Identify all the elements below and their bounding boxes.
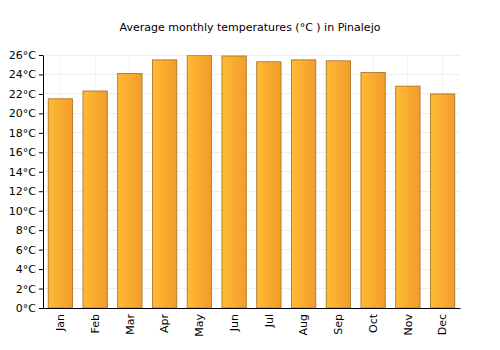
y-tick-mark bbox=[39, 152, 43, 153]
y-tick-label: 16°C bbox=[9, 146, 36, 159]
bar bbox=[222, 56, 246, 308]
x-tick-label: Oct bbox=[367, 313, 380, 333]
bar bbox=[48, 99, 72, 308]
y-tick-label: 4°C bbox=[16, 263, 36, 276]
y-tick: 20°C bbox=[9, 107, 43, 120]
bar bbox=[257, 62, 281, 308]
y-tick: 16°C bbox=[9, 146, 43, 159]
y-tick: 4°C bbox=[16, 263, 43, 276]
y-tick: 24°C bbox=[9, 68, 43, 81]
y-tick-label: 22°C bbox=[9, 88, 36, 101]
y-axis: 0°C 2°C 4°C 6°C 8°C 10°C 12°C 14°C 16°C 18°C 20°C 2… bbox=[9, 49, 44, 315]
x-tick: Jan bbox=[54, 308, 67, 332]
y-tick-label: 0°C bbox=[16, 302, 36, 315]
x-axis: Jan Feb Mar Apr May Jun Jul Aug Sep Oct Nov Dec bbox=[44, 308, 461, 337]
y-tick-label: 14°C bbox=[9, 166, 36, 179]
bar bbox=[326, 61, 350, 308]
bar bbox=[187, 55, 211, 308]
x-tick: Feb bbox=[89, 308, 102, 333]
y-tick-mark bbox=[39, 211, 43, 212]
y-tick-mark bbox=[39, 289, 43, 290]
y-tick: 14°C bbox=[9, 166, 43, 179]
x-tick: Dec bbox=[436, 308, 449, 335]
x-tick: Sep bbox=[332, 308, 345, 335]
x-tick-label: Jun bbox=[228, 314, 241, 332]
x-axis-line bbox=[44, 308, 461, 309]
x-tick-label: Jul bbox=[263, 314, 276, 328]
x-tick: Jul bbox=[263, 308, 276, 328]
bars bbox=[48, 55, 455, 308]
chart-svg: Average monthly temperatures (°C ) in Pi… bbox=[0, 0, 500, 350]
y-tick-mark bbox=[39, 133, 43, 134]
y-tick: 12°C bbox=[9, 185, 43, 198]
y-tick-label: 12°C bbox=[9, 185, 36, 198]
y-tick-mark bbox=[39, 113, 43, 114]
y-tick: 6°C bbox=[16, 244, 43, 257]
x-tick-label: Mar bbox=[124, 314, 137, 335]
x-tick: Apr bbox=[158, 308, 171, 333]
x-tick-label: Nov bbox=[402, 314, 415, 336]
y-tick-label: 6°C bbox=[16, 244, 36, 257]
y-tick-mark bbox=[39, 191, 43, 192]
bar bbox=[118, 73, 142, 308]
x-tick: Oct bbox=[367, 308, 380, 333]
x-tick: Mar bbox=[124, 308, 137, 335]
y-tick-label: 10°C bbox=[9, 205, 36, 218]
bar bbox=[361, 73, 385, 308]
x-tick-label: Feb bbox=[89, 314, 102, 333]
x-tick-label: Jan bbox=[54, 314, 67, 332]
chart-container: Average monthly temperatures (°C ) in Pi… bbox=[0, 0, 500, 350]
y-tick-mark bbox=[39, 94, 43, 95]
y-tick: 8°C bbox=[16, 224, 43, 237]
bar bbox=[83, 91, 107, 308]
y-tick-label: 18°C bbox=[9, 127, 36, 140]
y-tick-label: 20°C bbox=[9, 107, 36, 120]
y-tick-label: 24°C bbox=[9, 68, 36, 81]
x-tick: Aug bbox=[297, 308, 310, 335]
grid-line bbox=[43, 55, 460, 56]
plot-area: 0°C 2°C 4°C 6°C 8°C 10°C 12°C 14°C 16°C 18°C 20°C 2… bbox=[9, 49, 461, 337]
x-tick-label: Aug bbox=[297, 314, 310, 335]
bar bbox=[152, 60, 176, 308]
chart-title: Average monthly temperatures (°C ) in Pi… bbox=[120, 21, 381, 34]
bar bbox=[291, 60, 315, 308]
y-tick: 10°C bbox=[9, 205, 43, 218]
y-tick-mark bbox=[39, 269, 43, 270]
y-tick-label: 26°C bbox=[9, 49, 36, 62]
x-tick: May bbox=[193, 308, 206, 337]
x-tick: Nov bbox=[402, 308, 415, 335]
y-tick: 2°C bbox=[16, 283, 43, 296]
y-tick-mark bbox=[39, 55, 43, 56]
x-tick: Jun bbox=[228, 308, 241, 332]
x-tick-label: Dec bbox=[436, 314, 449, 335]
x-tick-label: May bbox=[193, 314, 206, 337]
y-tick-mark bbox=[39, 74, 43, 75]
y-tick: 0°C bbox=[16, 302, 43, 315]
x-tick-label: Sep bbox=[332, 314, 345, 335]
bar bbox=[396, 86, 420, 308]
y-tick-mark bbox=[39, 250, 43, 251]
y-tick-mark bbox=[39, 230, 43, 231]
y-tick-label: 8°C bbox=[16, 224, 36, 237]
y-tick-mark bbox=[39, 172, 43, 173]
y-tick: 18°C bbox=[9, 127, 43, 140]
y-tick: 26°C bbox=[9, 49, 43, 62]
bar bbox=[430, 94, 454, 308]
y-tick-label: 2°C bbox=[16, 283, 36, 296]
y-axis-line bbox=[43, 56, 44, 309]
y-tick-mark bbox=[39, 308, 43, 309]
grid-line bbox=[43, 74, 460, 75]
y-tick: 22°C bbox=[9, 88, 43, 101]
x-tick-label: Apr bbox=[158, 314, 171, 334]
grid bbox=[43, 55, 460, 308]
